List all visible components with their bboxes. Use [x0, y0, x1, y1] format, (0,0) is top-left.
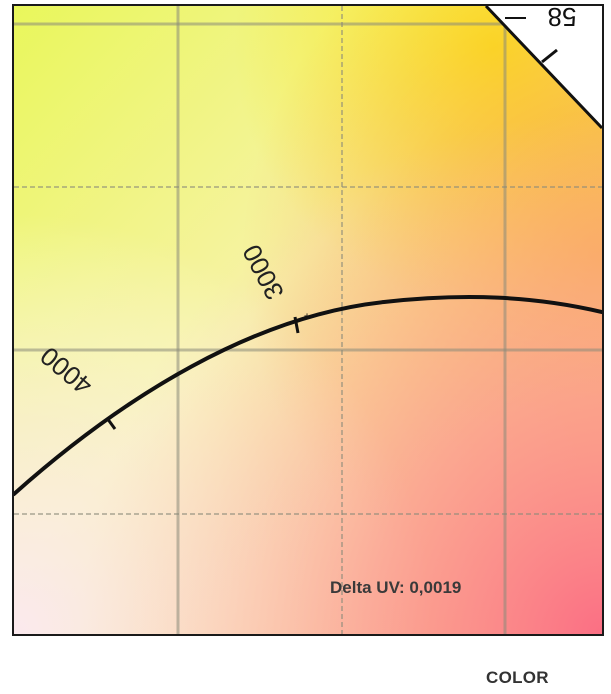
- chromaticity-diagram: 58 4000 3000 +: [12, 4, 604, 636]
- chromaticity-plot: 58 4000 3000 +: [14, 6, 602, 634]
- measurement-cursor: +: [304, 311, 310, 322]
- corner-wavelength-label: 58: [548, 6, 577, 32]
- delta-uv-readout: Delta UV: 0,0019: [330, 578, 462, 597]
- color-section-label: COLOR: [486, 668, 549, 687]
- tick-4000: [105, 417, 117, 430]
- tick-3000: [293, 316, 300, 334]
- gamut-boundary-line: [484, 6, 602, 130]
